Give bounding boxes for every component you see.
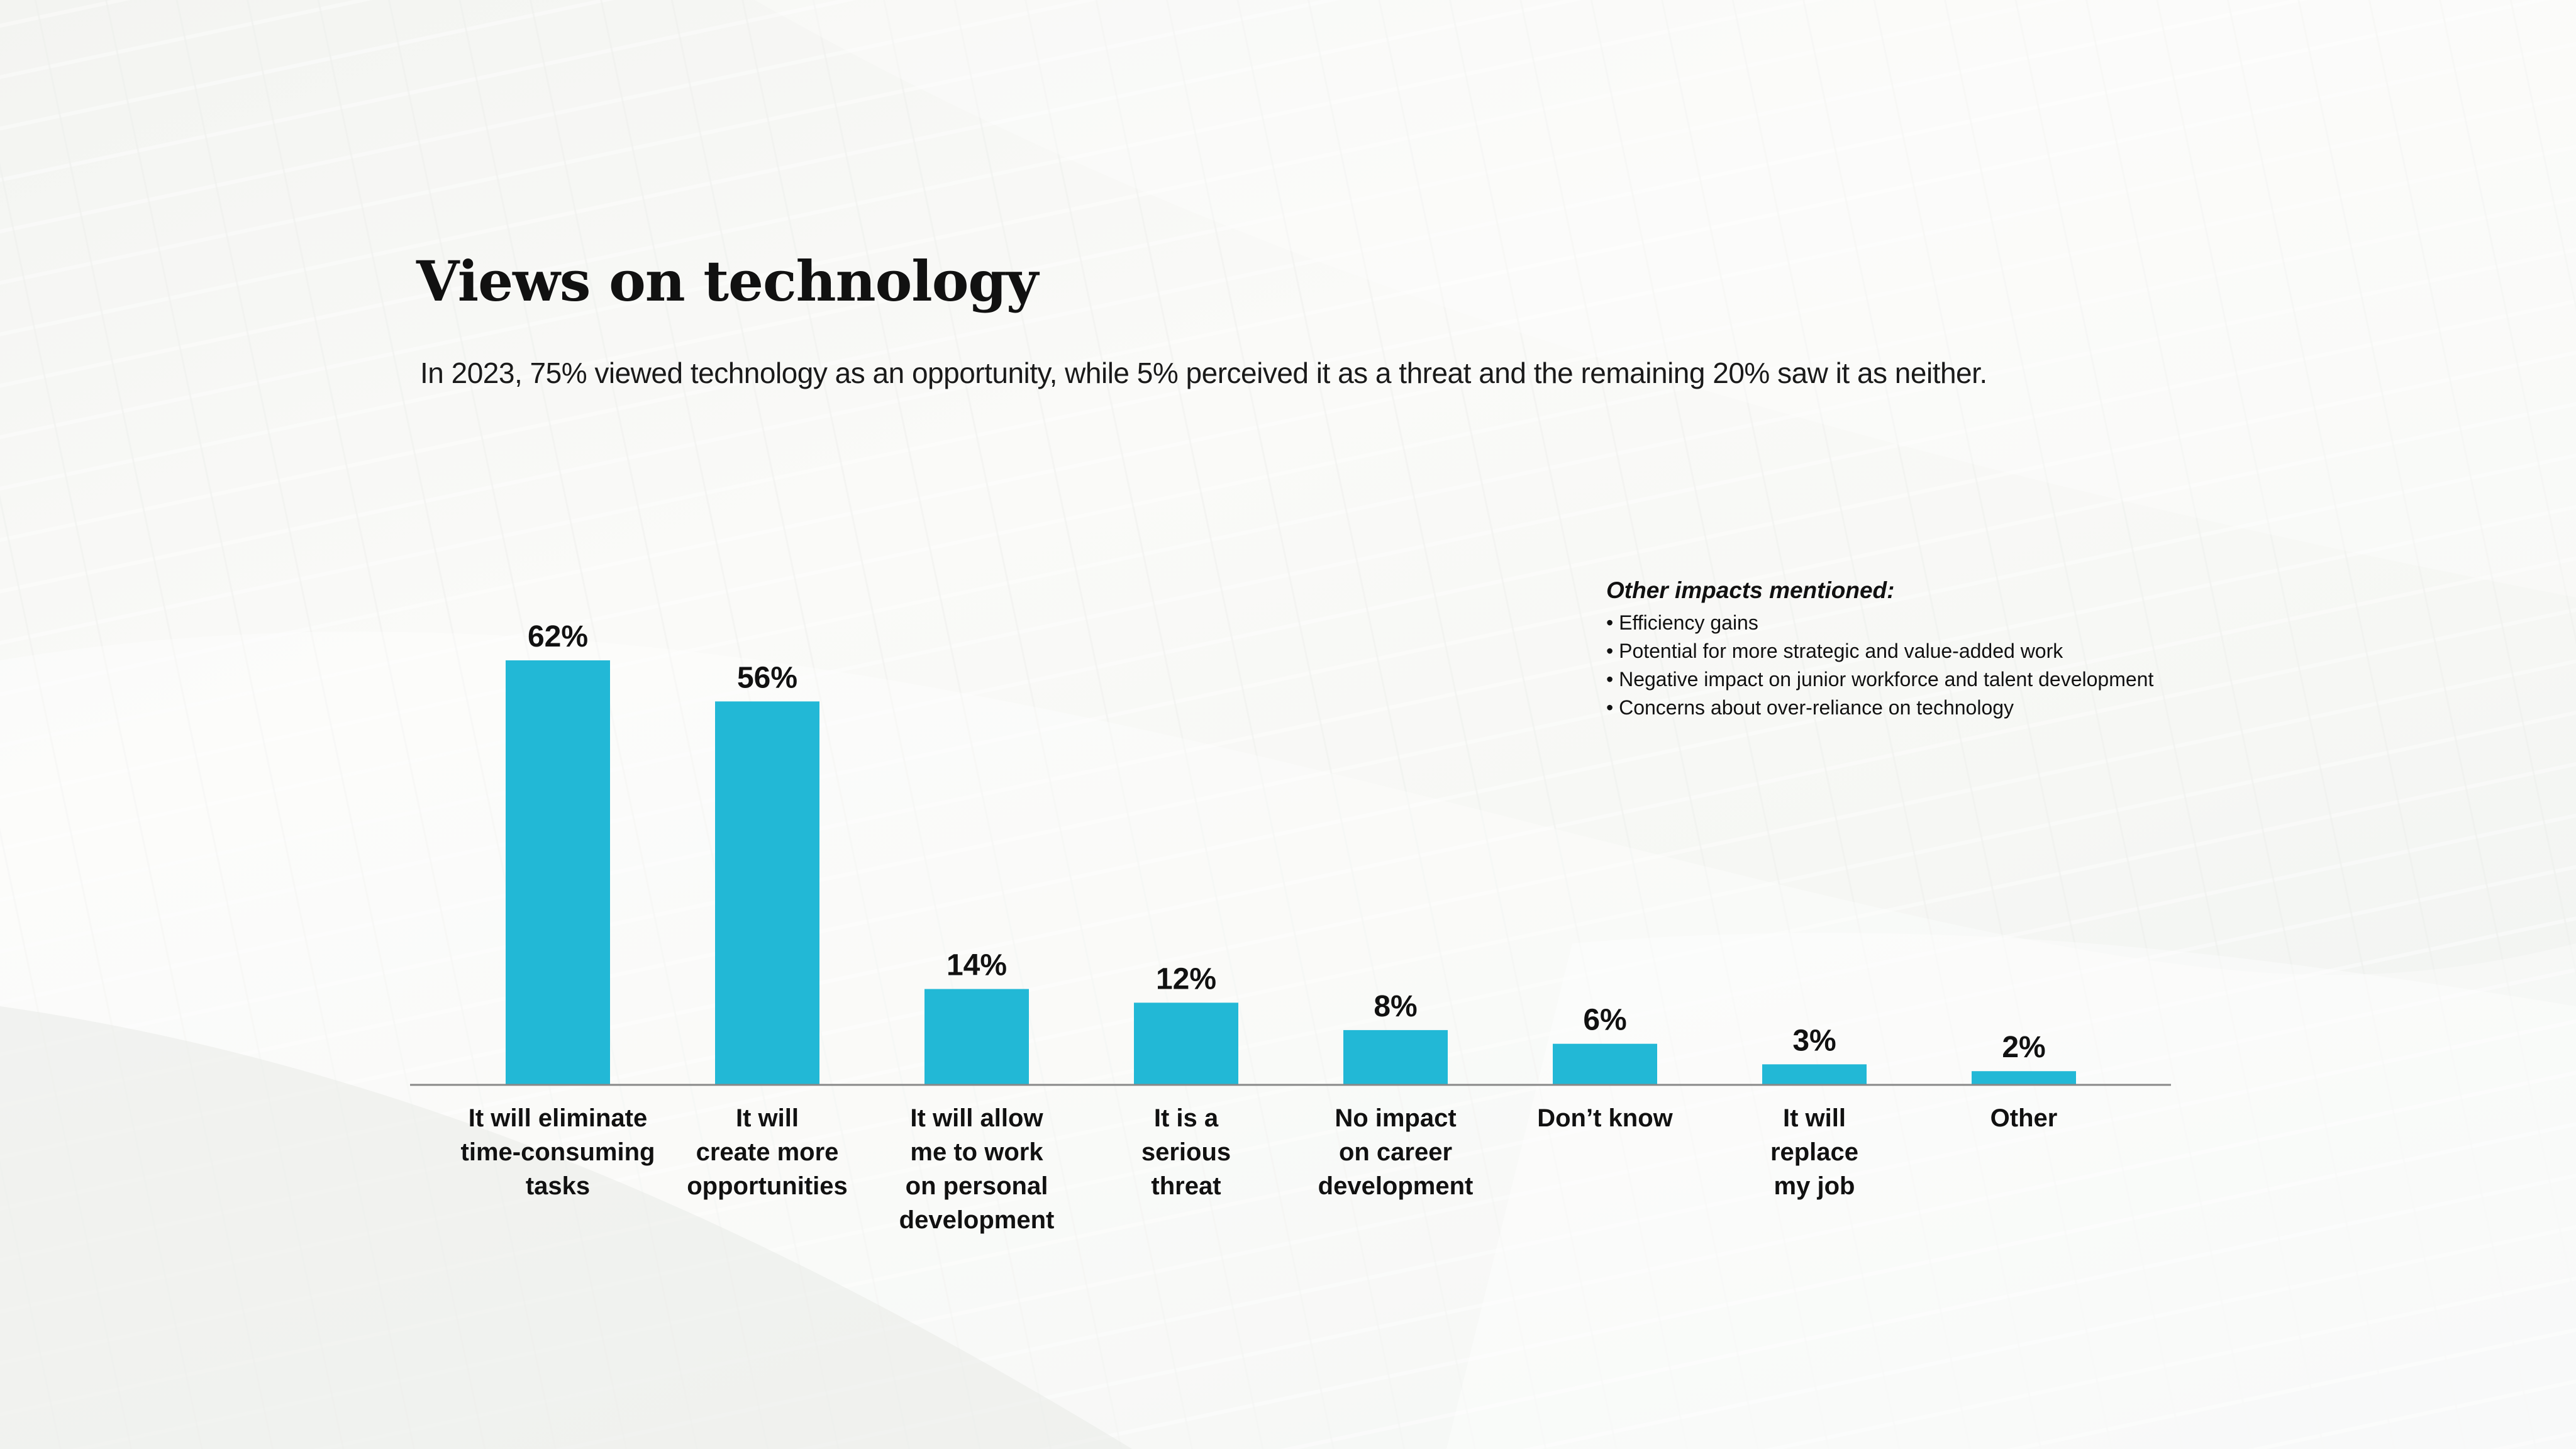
category-label-line: my job <box>1774 1172 1855 1200</box>
category-label: It will allow me to work on personal develo… <box>899 1104 1055 1234</box>
other-impacts-heading: Other impacts mentioned: <box>1606 577 1895 603</box>
category-label: It is a serious threat <box>1141 1104 1231 1200</box>
category-label-line: tasks <box>526 1172 590 1200</box>
category-label-line: Other <box>1990 1104 2058 1132</box>
category-label-line: No impact <box>1335 1104 1456 1132</box>
category-label-line: It will allow <box>910 1104 1043 1132</box>
data-label: 8% <box>1374 990 1417 1023</box>
other-impact-item: Negative impact on junior workforce and … <box>1606 665 2235 694</box>
category-label-line: development <box>899 1206 1055 1234</box>
bar <box>506 660 610 1085</box>
data-label: 62% <box>528 620 588 653</box>
category-label: Don’t know <box>1537 1104 1673 1132</box>
other-impact-item: Efficiency gains <box>1606 609 2235 637</box>
bar <box>924 989 1029 1085</box>
bar <box>715 701 819 1085</box>
category-label-line: It will eliminate <box>469 1104 648 1132</box>
category-label-line: Don’t know <box>1537 1104 1673 1132</box>
other-impact-item: Concerns about over-reliance on technolo… <box>1606 694 2235 722</box>
data-label: 56% <box>737 661 797 694</box>
category-label-line: me to work <box>910 1138 1043 1166</box>
other-impact-item: Potential for more strategic and value-a… <box>1606 637 2235 665</box>
category-label-line: time-consuming <box>461 1138 655 1166</box>
category-label-line: serious <box>1141 1138 1231 1166</box>
data-label: 2% <box>2002 1031 2045 1064</box>
data-label: 3% <box>1792 1024 1836 1057</box>
category-label-line: on personal <box>906 1172 1048 1200</box>
category-label: Other <box>1990 1104 2058 1132</box>
category-label-line: It is a <box>1154 1104 1219 1132</box>
category-label-line: It will <box>736 1104 799 1132</box>
category-label-line: replace <box>1770 1138 1858 1166</box>
category-label-line: on career <box>1339 1138 1452 1166</box>
other-impacts-box: Other impacts mentioned: Efficiency gain… <box>1606 577 2235 722</box>
category-label-line: threat <box>1151 1172 1221 1200</box>
bar <box>1762 1064 1867 1085</box>
page-subtitle: In 2023, 75% viewed technology as an opp… <box>420 357 1987 389</box>
category-label: It will create more opportunities <box>687 1104 848 1200</box>
category-label-line: development <box>1318 1172 1474 1200</box>
data-label: 14% <box>947 949 1007 982</box>
data-label: 6% <box>1583 1004 1626 1037</box>
category-label: No impact on career development <box>1318 1104 1474 1200</box>
bar <box>1134 1002 1238 1085</box>
bar <box>1553 1043 1657 1085</box>
category-label-line: opportunities <box>687 1172 848 1200</box>
category-label-line: create more <box>696 1138 839 1166</box>
category-label: It will replace my job <box>1770 1104 1858 1200</box>
bar <box>1343 1030 1448 1085</box>
category-label: It will eliminate time-consuming tasks <box>461 1104 655 1200</box>
category-label-line: It will <box>1783 1104 1846 1132</box>
other-impacts-list: Efficiency gains Potential for more stra… <box>1606 609 2235 722</box>
bar <box>1972 1071 2076 1085</box>
page-title: Views on technology <box>416 248 1038 314</box>
data-label: 12% <box>1156 962 1216 996</box>
